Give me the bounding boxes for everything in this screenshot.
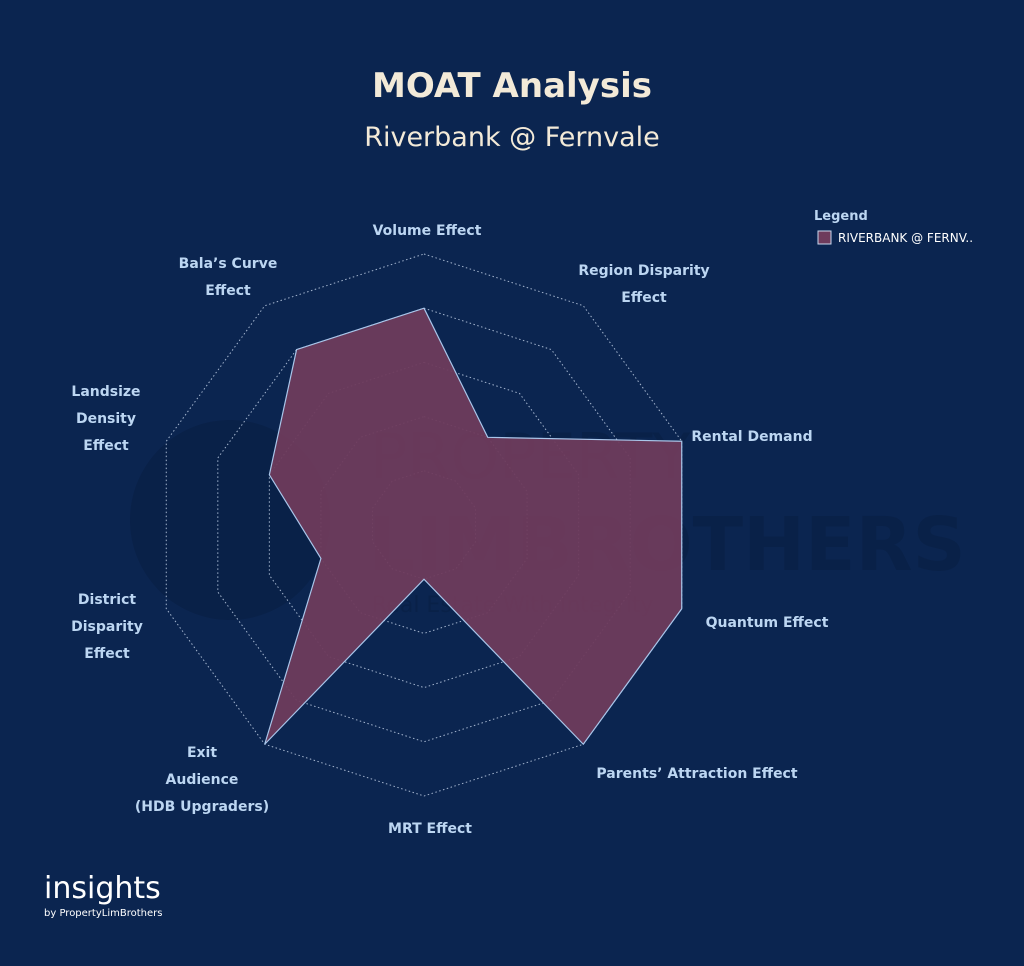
grid-ring: [217, 307, 631, 743]
axis-label: Volume Effect: [373, 223, 482, 239]
legend-title: Legend: [814, 209, 868, 224]
axis-label: District Disparity Effect: [71, 592, 143, 662]
chart-subtitle: Riverbank @ Fernvale: [364, 122, 660, 153]
axis-label: Quantum Effect: [706, 615, 829, 631]
radar-area: [264, 307, 683, 746]
legend-swatch: [817, 230, 832, 245]
grid-ring: [165, 253, 683, 797]
footer-brand: insights: [44, 871, 161, 906]
legend-label: RIVERBANK @ FERNV..: [838, 231, 973, 245]
chart-title: MOAT Analysis: [372, 66, 652, 106]
axis-label: Parents’ Attraction Effect: [596, 766, 797, 782]
axis-label: Region Disparity Effect: [578, 263, 709, 306]
axis-label: Bala’s Curve Effect: [179, 256, 278, 299]
footer-byline: by PropertyLimBrothers: [44, 908, 162, 919]
axis-label: Rental Demand: [691, 429, 812, 445]
axis-label: Exit Audience (HDB Upgraders): [135, 745, 269, 815]
axis-label: MRT Effect: [388, 821, 472, 837]
axis-label: Landsize Density Effect: [71, 384, 140, 454]
